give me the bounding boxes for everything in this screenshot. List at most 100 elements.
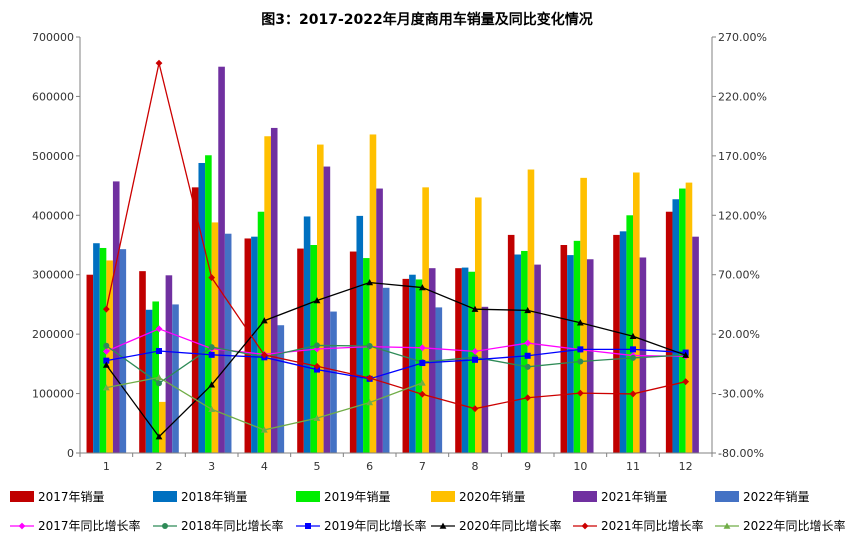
bar bbox=[349, 251, 357, 453]
bar bbox=[99, 247, 107, 453]
bar bbox=[560, 245, 568, 453]
line-point bbox=[723, 522, 731, 529]
line-point bbox=[629, 390, 637, 398]
legend: 2017年销量 2018年销量 2019年销量 2020年销量 2021年销量 2022年… bbox=[10, 490, 846, 533]
line-point bbox=[418, 379, 426, 386]
x-axis-tick-label: 10 bbox=[573, 460, 587, 473]
bar bbox=[376, 188, 383, 454]
line-point bbox=[630, 346, 636, 353]
bar bbox=[244, 238, 252, 453]
line-point bbox=[208, 351, 215, 358]
bar bbox=[435, 307, 443, 453]
bar bbox=[205, 155, 212, 453]
bar bbox=[672, 199, 680, 453]
bar bbox=[613, 234, 620, 453]
line-point bbox=[418, 390, 426, 398]
line-point bbox=[156, 348, 162, 355]
line-point bbox=[524, 339, 532, 347]
line-point bbox=[260, 351, 268, 359]
bar bbox=[191, 187, 199, 453]
line-point bbox=[155, 59, 163, 67]
bar bbox=[415, 279, 423, 453]
bar bbox=[363, 258, 370, 453]
axes: 0 100000 200000 300000 400000 500000 600000 700… bbox=[32, 31, 767, 473]
x-axis-tick-label: 3 bbox=[208, 460, 215, 473]
left-axis-tick-label: 100000 bbox=[32, 388, 74, 401]
legend-label: 2019年销量 bbox=[324, 490, 391, 504]
bar bbox=[692, 236, 699, 453]
bar bbox=[633, 172, 640, 453]
bar-series-group bbox=[86, 66, 699, 454]
bar bbox=[264, 136, 271, 453]
legend-label: 2022年同比增长率 bbox=[743, 518, 846, 533]
line-point bbox=[103, 342, 110, 349]
bar bbox=[402, 278, 410, 453]
x-axis-tick-label: 2 bbox=[156, 460, 163, 473]
line-point bbox=[260, 317, 268, 324]
bar bbox=[93, 243, 100, 453]
bar bbox=[145, 309, 153, 453]
line-point bbox=[208, 344, 215, 351]
left-axis-tick-label: 200000 bbox=[32, 328, 74, 341]
left-axis-tick-label: 300000 bbox=[32, 269, 74, 282]
bar bbox=[218, 66, 225, 454]
line-point bbox=[102, 384, 110, 391]
bar bbox=[507, 234, 515, 453]
bar bbox=[679, 188, 686, 454]
line-point bbox=[208, 405, 216, 412]
line-point bbox=[524, 306, 532, 314]
legend-swatch bbox=[573, 491, 597, 502]
line-point bbox=[313, 297, 321, 304]
line-point bbox=[155, 433, 163, 440]
bar bbox=[665, 211, 673, 453]
line-point bbox=[471, 405, 479, 413]
line-point bbox=[313, 362, 321, 370]
left-axis-tick-label: 500000 bbox=[32, 150, 74, 163]
bar bbox=[481, 306, 489, 453]
line-series-group bbox=[102, 59, 690, 440]
left-axis-tick-label: 700000 bbox=[32, 31, 74, 44]
bar bbox=[119, 249, 127, 453]
bar bbox=[257, 211, 265, 453]
bar bbox=[619, 231, 627, 453]
x-axis-tick-label: 9 bbox=[524, 460, 531, 473]
series-line bbox=[106, 328, 686, 358]
bar bbox=[382, 287, 390, 453]
series-line bbox=[106, 348, 686, 380]
line-point bbox=[471, 347, 479, 355]
bar bbox=[534, 264, 541, 453]
right-axis-tick-label: 120.00% bbox=[718, 209, 767, 222]
line-point bbox=[581, 522, 589, 530]
line-point bbox=[313, 345, 321, 353]
line-point bbox=[366, 399, 374, 406]
bar bbox=[106, 260, 113, 453]
left-axis-tick-label: 400000 bbox=[32, 209, 74, 222]
x-axis-tick-label: 4 bbox=[261, 460, 268, 473]
line-point bbox=[577, 358, 584, 365]
line-point bbox=[524, 352, 531, 359]
bar bbox=[112, 181, 120, 453]
line-point bbox=[418, 344, 426, 352]
legend-label: 2021年销量 bbox=[601, 490, 668, 504]
x-axis-tick-label: 6 bbox=[366, 460, 373, 473]
bar bbox=[685, 182, 693, 453]
left-axis-tick-label: 0 bbox=[67, 447, 74, 460]
right-axis-tick-label: 70.00% bbox=[718, 269, 760, 282]
x-axis-tick-label: 8 bbox=[472, 460, 479, 473]
line-point bbox=[524, 394, 532, 402]
line-point bbox=[313, 414, 321, 421]
line-point bbox=[366, 343, 373, 350]
bar bbox=[165, 275, 173, 453]
bar bbox=[567, 255, 574, 453]
line-point bbox=[366, 279, 374, 286]
line-point bbox=[156, 380, 162, 387]
right-axis-tick-label: 270.00% bbox=[718, 31, 767, 44]
legend-swatch bbox=[715, 491, 739, 502]
line-point bbox=[208, 274, 216, 281]
bar bbox=[409, 274, 416, 453]
bar bbox=[270, 127, 278, 454]
x-axis-tick-label: 12 bbox=[679, 460, 693, 473]
bar bbox=[211, 222, 219, 453]
